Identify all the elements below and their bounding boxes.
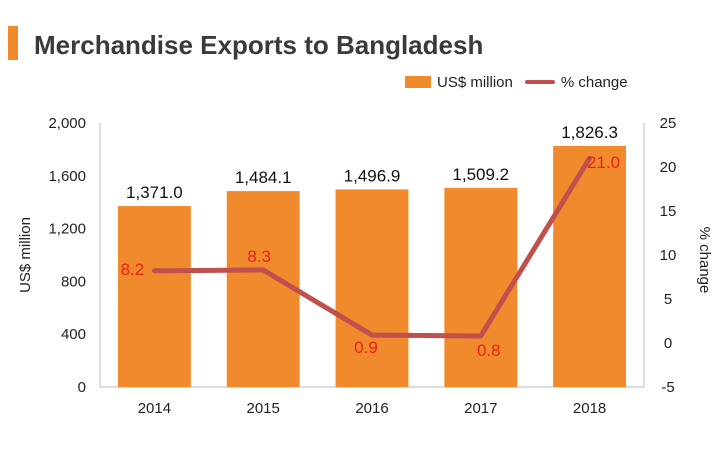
bar-2015 — [226, 191, 300, 387]
bar-value-label: 1,496.9 — [344, 166, 401, 185]
x-tick-label: 2015 — [247, 400, 280, 417]
y-axis-label: US$ million — [17, 217, 34, 293]
bar-2014 — [117, 206, 191, 387]
y-tick-label: 1,600 — [48, 168, 86, 185]
chart-title: Merchandise Exports to Bangladesh — [34, 30, 484, 60]
y-axis-label-right: % change — [696, 227, 713, 294]
y-tick-label-right: 25 — [660, 115, 677, 132]
title-accent-bar — [8, 26, 18, 60]
y-tick-label-right: 5 — [664, 291, 672, 308]
legend-label-bar: US$ million — [437, 73, 513, 91]
y-tick-label: 1,200 — [48, 221, 86, 238]
y-tick-label-right: -5 — [661, 379, 674, 396]
pct-change-label: 8.3 — [247, 247, 271, 266]
x-tick-label: 2014 — [138, 400, 171, 417]
legend: US$ million % change — [405, 72, 628, 92]
y-tick-label-right: 20 — [660, 159, 677, 176]
pct-change-label: 0.8 — [477, 341, 501, 360]
bar-value-label: 1,509.2 — [452, 165, 509, 184]
legend-swatch-line — [524, 80, 555, 84]
y-tick-label-right: 15 — [660, 203, 677, 220]
pct-change-label: 0.9 — [354, 338, 378, 357]
x-tick-label: 2016 — [355, 400, 388, 417]
y-tick-label: 0 — [78, 379, 86, 396]
bar-2018 — [553, 145, 627, 387]
pct-change-line — [151, 155, 593, 339]
y-tick-label: 2,000 — [48, 115, 86, 132]
y-tick-label: 400 — [61, 326, 86, 343]
bar-2017 — [444, 187, 518, 387]
pct-change-label: 8.2 — [121, 260, 145, 279]
legend-swatch-bar — [405, 76, 431, 88]
bar-value-label: 1,371.0 — [126, 183, 183, 202]
y-tick-label-right: 0 — [664, 335, 672, 352]
bar-2016 — [335, 189, 409, 387]
x-tick-label: 2017 — [464, 400, 497, 417]
y-tick-label: 800 — [61, 273, 86, 290]
x-tick-label: 2018 — [573, 400, 606, 417]
bar-value-label: 1,826.3 — [561, 123, 618, 142]
legend-label-line: % change — [560, 73, 628, 91]
pct-change-label: 21.0 — [587, 153, 620, 172]
bar-value-label: 1,484.1 — [235, 168, 292, 187]
y-tick-label-right: 10 — [660, 247, 677, 264]
